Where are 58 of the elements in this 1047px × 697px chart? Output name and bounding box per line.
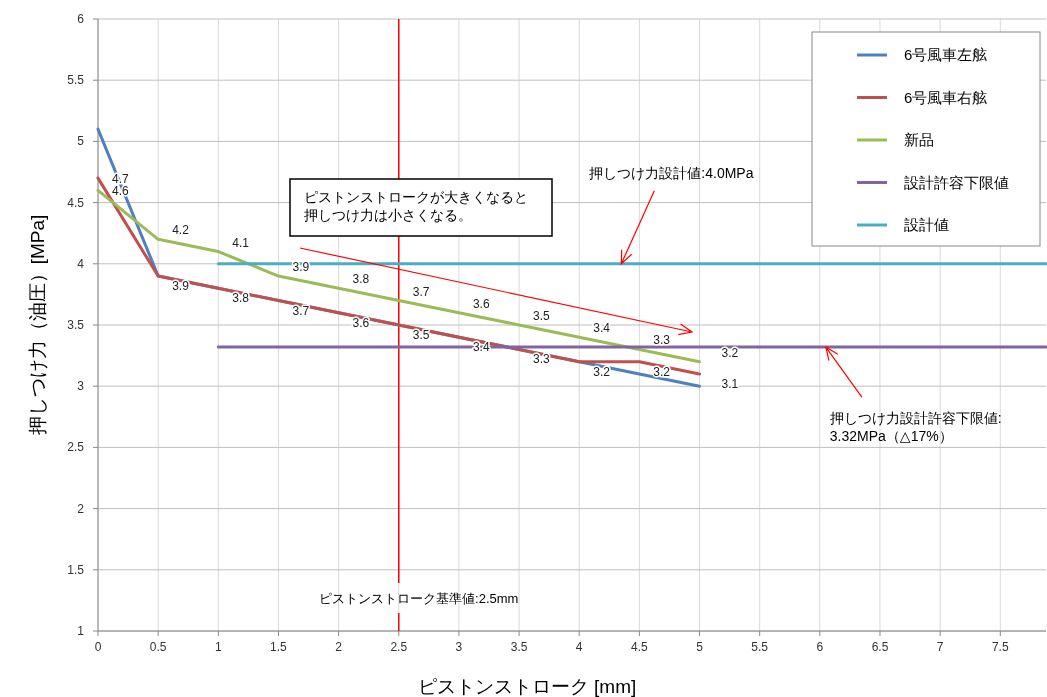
x-tick-label: 1 — [214, 640, 222, 654]
y-tick-label: 4.5 — [67, 195, 85, 210]
data-label: 3.2 — [593, 364, 611, 379]
x-tick-label: 3.5 — [510, 640, 528, 654]
data-label: 3.7 — [412, 284, 430, 299]
x-tick-label: 7 — [936, 640, 944, 654]
x-tick-label: 2 — [335, 640, 343, 654]
x-tick-label: 6.5 — [871, 640, 889, 654]
y-tick-label: 1 — [77, 624, 85, 638]
data-label: 3.5 — [412, 328, 430, 342]
data-label: 3.3 — [653, 333, 671, 348]
annotation: ピストンストロークが大きくなると — [304, 189, 528, 205]
x-tick-label: 2.5 — [390, 640, 408, 654]
data-label: 3.8 — [352, 272, 370, 287]
x-tick-label: 7.5 — [991, 640, 1009, 654]
data-label: 3.8 — [232, 291, 250, 306]
legend-label: 6号風車右舷 — [904, 88, 988, 106]
x-tick-label: 4.5 — [631, 640, 649, 654]
y-tick-label: 4 — [77, 256, 85, 271]
data-label: 3.5 — [533, 309, 551, 323]
legend-label: 設計許容下限値 — [904, 173, 1009, 191]
y-tick-label: 2.5 — [67, 440, 85, 455]
data-label: 3.9 — [172, 279, 190, 294]
data-label: 3.2 — [653, 364, 671, 379]
data-label: 3.6 — [472, 296, 490, 311]
data-label: 3.4 — [472, 340, 490, 355]
y-tick-label: 1.5 — [67, 562, 85, 577]
y-tick-label: 5.5 — [67, 73, 85, 88]
y-tick-label: 6 — [77, 12, 85, 26]
x-tick-label: 5.5 — [751, 640, 769, 654]
data-label: 4.1 — [232, 235, 250, 250]
x-tick-label: 0 — [94, 640, 102, 654]
annotation: 押しつけ力設計値:4.0MPa — [589, 164, 754, 181]
x-tick-label: 1.5 — [270, 640, 288, 654]
annotation: 押しつけ力は小さくなる。 — [304, 207, 472, 223]
y-tick-label: 5 — [77, 134, 85, 149]
legend-label: 設計値 — [904, 216, 949, 233]
legend-label: 6号風車左舷 — [904, 46, 988, 63]
x-tick-label: 3 — [455, 640, 463, 654]
x-tick-label: 6 — [816, 640, 824, 654]
x-axis-title: ピストンストローク [mm] — [417, 676, 637, 697]
x-tick-label: 4 — [575, 640, 583, 654]
x-tick-label: 0.5 — [149, 640, 167, 654]
y-tick-label: 3.5 — [67, 318, 85, 332]
x-tick-label: 5 — [696, 640, 704, 654]
data-label: 3.7 — [292, 303, 310, 318]
annotation: 押しつけ力設計許容下限値: 3.32MPa（△17%） — [829, 410, 1002, 445]
legend-label: 新品 — [904, 131, 934, 148]
ref-line-label: ピストンストローク基準値:2.5mm — [319, 591, 519, 606]
data-label: 3.4 — [593, 321, 611, 336]
data-label: 3.3 — [533, 352, 551, 367]
data-label: 3.6 — [352, 315, 370, 330]
data-label: 3.1 — [721, 376, 739, 391]
data-label: 4.2 — [172, 223, 190, 238]
y-tick-label: 3 — [77, 379, 85, 394]
data-label: 3.2 — [721, 345, 739, 360]
y-tick-label: 2 — [77, 501, 85, 516]
y-axis-title: 押しつけ力（油圧）[MPa] — [27, 214, 48, 436]
